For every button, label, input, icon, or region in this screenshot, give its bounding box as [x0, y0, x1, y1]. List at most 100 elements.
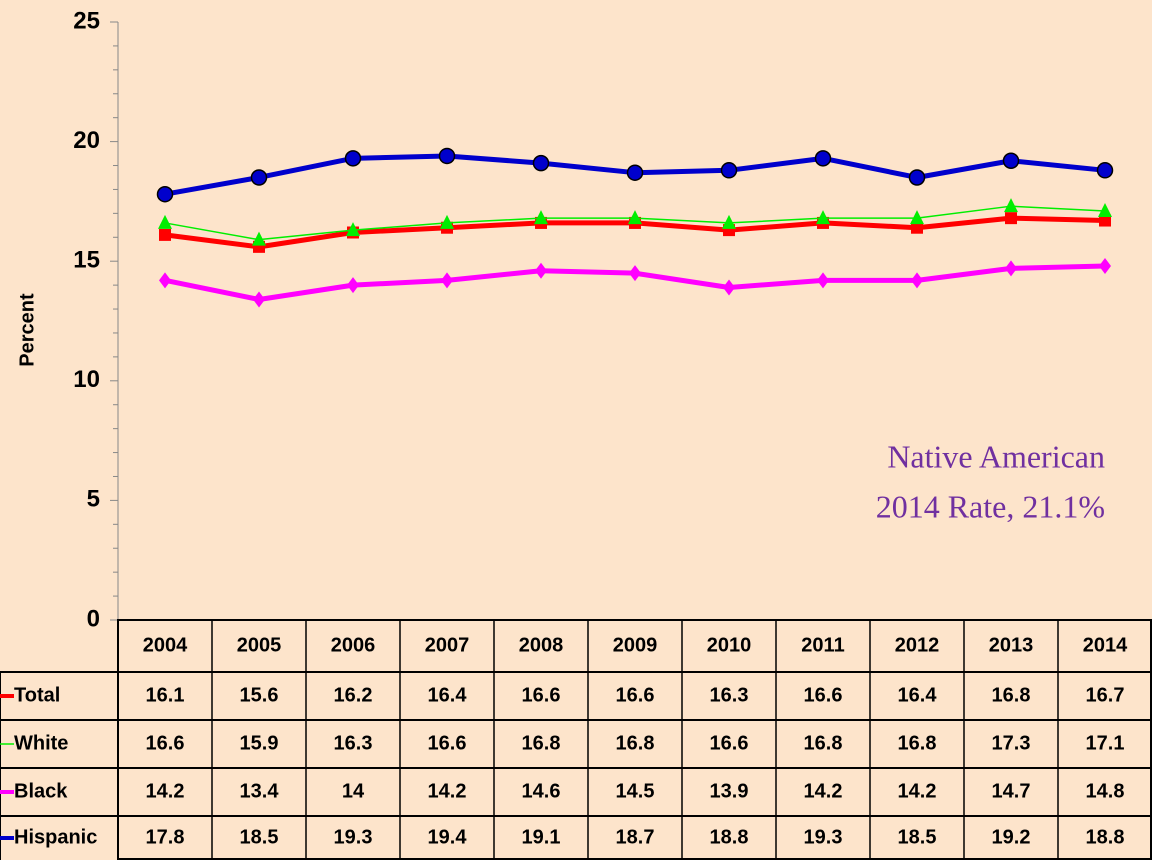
- marker: [1002, 152, 1020, 169]
- marker: [1004, 198, 1018, 213]
- x-tick-label: 2006: [331, 634, 376, 656]
- x-tick-label: 2010: [707, 634, 752, 656]
- marker: [252, 231, 266, 246]
- marker: [629, 265, 641, 282]
- table-value: 14: [342, 780, 365, 802]
- table-value: 16.1: [146, 684, 185, 706]
- marker: [911, 221, 923, 234]
- table-value: 16.7: [1086, 684, 1125, 706]
- marker: [1099, 257, 1111, 274]
- marker: [1005, 260, 1017, 277]
- table-value: 16.4: [898, 684, 938, 706]
- table-value: 13.4: [240, 780, 280, 802]
- y-tick-label: 15: [73, 247, 100, 274]
- legend-label: White: [14, 732, 68, 754]
- marker: [156, 185, 174, 203]
- table-value: 16.3: [710, 684, 749, 706]
- marker: [438, 147, 456, 165]
- table-value: 17.8: [146, 826, 185, 848]
- table-value: 19.1: [522, 826, 561, 848]
- marker: [911, 272, 923, 289]
- marker: [817, 272, 829, 289]
- table-value: 16.8: [804, 732, 843, 754]
- table-value: 16.8: [992, 684, 1031, 706]
- marker: [532, 154, 550, 172]
- table-value: 15.6: [240, 684, 279, 706]
- marker: [1096, 162, 1114, 179]
- table-value: 19.3: [334, 826, 373, 848]
- x-tick-label: 2007: [425, 634, 470, 656]
- table-value: 16.8: [898, 732, 937, 754]
- marker: [344, 150, 362, 167]
- marker: [628, 210, 642, 225]
- legend-label: Hispanic: [14, 826, 97, 848]
- table-value: 16.3: [334, 732, 373, 754]
- marker: [159, 228, 171, 241]
- x-tick-label: 2005: [237, 634, 282, 656]
- table-value: 19.2: [992, 826, 1031, 848]
- marker: [723, 279, 735, 296]
- marker: [441, 272, 453, 289]
- marker: [534, 210, 548, 225]
- x-tick-label: 2008: [519, 634, 564, 656]
- table-value: 14.2: [804, 780, 843, 802]
- table-value: 16.8: [522, 732, 561, 754]
- y-tick-label: 0: [87, 605, 100, 632]
- table-value: 14.7: [992, 780, 1031, 802]
- marker: [720, 162, 738, 179]
- marker: [626, 164, 644, 181]
- marker: [159, 272, 171, 289]
- table-value: 16.6: [522, 684, 561, 706]
- table-value: 16.2: [334, 684, 373, 706]
- marker: [253, 291, 265, 308]
- table-value: 18.7: [616, 826, 655, 848]
- marker: [1005, 212, 1017, 225]
- x-tick-label: 2012: [895, 634, 940, 656]
- table-value: 18.8: [710, 826, 749, 848]
- y-tick-label: 20: [73, 127, 100, 154]
- table-value: 17.1: [1086, 732, 1125, 754]
- marker: [250, 169, 268, 186]
- marker: [535, 262, 547, 279]
- table-value: 14.2: [898, 780, 937, 802]
- x-tick-label: 2014: [1083, 634, 1128, 656]
- table-frame: [117, 619, 1152, 860]
- table-value: 14.8: [1086, 780, 1125, 802]
- marker: [908, 169, 926, 186]
- table-value: 14.6: [522, 780, 561, 802]
- table-value: 16.6: [616, 684, 655, 706]
- marker: [910, 210, 924, 225]
- table-value: 18.5: [240, 826, 279, 848]
- table-value: 15.9: [240, 732, 279, 754]
- table-value: 13.9: [710, 780, 749, 802]
- table-value: 19.4: [428, 826, 468, 848]
- marker: [814, 150, 832, 167]
- x-tick-label: 2004: [143, 634, 188, 656]
- legend-label: Total: [14, 684, 60, 706]
- y-tick-label: 25: [73, 7, 100, 34]
- table-value: 16.6: [146, 732, 185, 754]
- marker: [1099, 214, 1111, 227]
- x-tick-label: 2013: [989, 634, 1034, 656]
- marker: [816, 210, 830, 225]
- x-tick-label: 2011: [801, 634, 844, 656]
- table-value: 19.3: [804, 826, 843, 848]
- table-value: 14.2: [146, 780, 185, 802]
- table-value: 16.6: [804, 684, 843, 706]
- annotation: 2014 Rate, 21.1%: [876, 488, 1105, 524]
- marker: [346, 222, 360, 237]
- y-tick-label: 10: [73, 366, 100, 393]
- marker: [158, 214, 172, 229]
- table-value: 14.5: [616, 780, 655, 802]
- table-value: 18.8: [1086, 826, 1125, 848]
- y-tick-label: 5: [87, 486, 100, 513]
- table-value: 17.3: [992, 732, 1031, 754]
- table-value: 16.8: [616, 732, 655, 754]
- annotation: Native American: [887, 438, 1105, 474]
- table-value: 16.4: [428, 684, 468, 706]
- y-axis-label: Percent: [16, 293, 38, 367]
- table-value: 16.6: [710, 732, 749, 754]
- marker: [722, 214, 736, 229]
